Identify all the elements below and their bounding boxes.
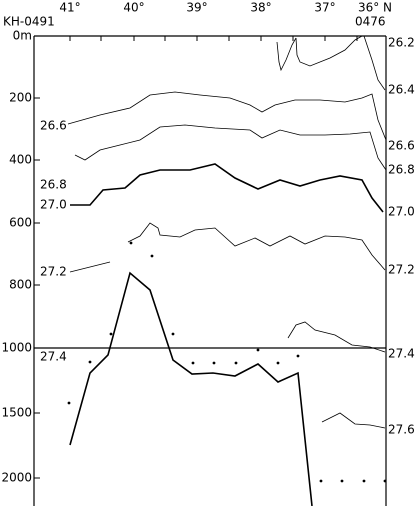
depth-label: 1500 bbox=[1, 406, 32, 420]
sample-dot bbox=[129, 241, 133, 245]
sample-dot bbox=[276, 361, 280, 365]
latitude-label: 40° bbox=[123, 1, 144, 15]
contour-label: 27.2 bbox=[40, 265, 67, 279]
sample-dot bbox=[88, 360, 92, 364]
sample-dot bbox=[256, 348, 260, 352]
depth-label: 1000 bbox=[1, 341, 32, 355]
depth-label: 800 bbox=[9, 278, 32, 292]
contour-label: 27.0 bbox=[40, 198, 67, 212]
end-station: 0476 bbox=[355, 15, 386, 29]
latitude-label: 37° bbox=[314, 1, 335, 15]
depth-label: 0m bbox=[13, 29, 32, 43]
contours bbox=[67, 35, 387, 506]
latitude-label: 36° N bbox=[358, 1, 392, 15]
contour-label: 26.6 bbox=[388, 139, 415, 153]
latitude-label: 39° bbox=[186, 1, 207, 15]
sample-dot bbox=[296, 354, 300, 358]
sample-dot bbox=[171, 332, 175, 336]
contour-label: 27.0 bbox=[388, 205, 415, 219]
contour bbox=[295, 35, 363, 67]
contour bbox=[69, 261, 111, 273]
latitude-label: 41° bbox=[59, 1, 80, 15]
contour bbox=[321, 412, 386, 429]
contour bbox=[276, 37, 297, 72]
sample-dot bbox=[67, 401, 71, 405]
contour bbox=[74, 124, 387, 171]
labels: 41° 40° 39° 38° 37° 36° N 0m 200 400 600 800 1000 15… bbox=[1, 1, 414, 485]
contour-label: 26.8 bbox=[388, 163, 415, 177]
contour bbox=[287, 321, 386, 353]
depth-label: 400 bbox=[9, 153, 32, 167]
bottom-profile bbox=[69, 271, 313, 506]
contour-label: 27.2 bbox=[388, 263, 415, 277]
contour-label: 27.6 bbox=[388, 423, 415, 437]
contour-label: 27.4 bbox=[388, 347, 415, 361]
contour-label: 26.4 bbox=[388, 83, 415, 97]
start-station: KH-0491 bbox=[3, 15, 55, 29]
sample-dot bbox=[109, 332, 113, 336]
contour-label: 26.8 bbox=[40, 178, 67, 192]
depth-label: 2000 bbox=[1, 471, 32, 485]
contour bbox=[363, 35, 386, 91]
contour-label: 26.6 bbox=[40, 119, 67, 133]
sample-dot bbox=[319, 479, 323, 483]
sample-dot bbox=[383, 479, 387, 483]
sample-dots bbox=[67, 241, 387, 483]
sample-dot bbox=[191, 361, 195, 365]
depth-label: 200 bbox=[9, 91, 32, 105]
contour-label: 27.4 bbox=[40, 350, 67, 364]
contour-bold bbox=[70, 163, 384, 213]
contour bbox=[127, 222, 386, 271]
tick-marks bbox=[34, 35, 358, 479]
sample-dot bbox=[362, 479, 366, 483]
sample-dot bbox=[234, 361, 238, 365]
contour bbox=[67, 91, 387, 141]
latitude-label: 38° bbox=[250, 1, 271, 15]
sample-dot bbox=[340, 479, 344, 483]
contour-label: 26.2 bbox=[388, 36, 415, 50]
depth-label: 600 bbox=[9, 216, 32, 230]
sample-dot bbox=[150, 254, 154, 258]
sample-dot bbox=[212, 361, 216, 365]
